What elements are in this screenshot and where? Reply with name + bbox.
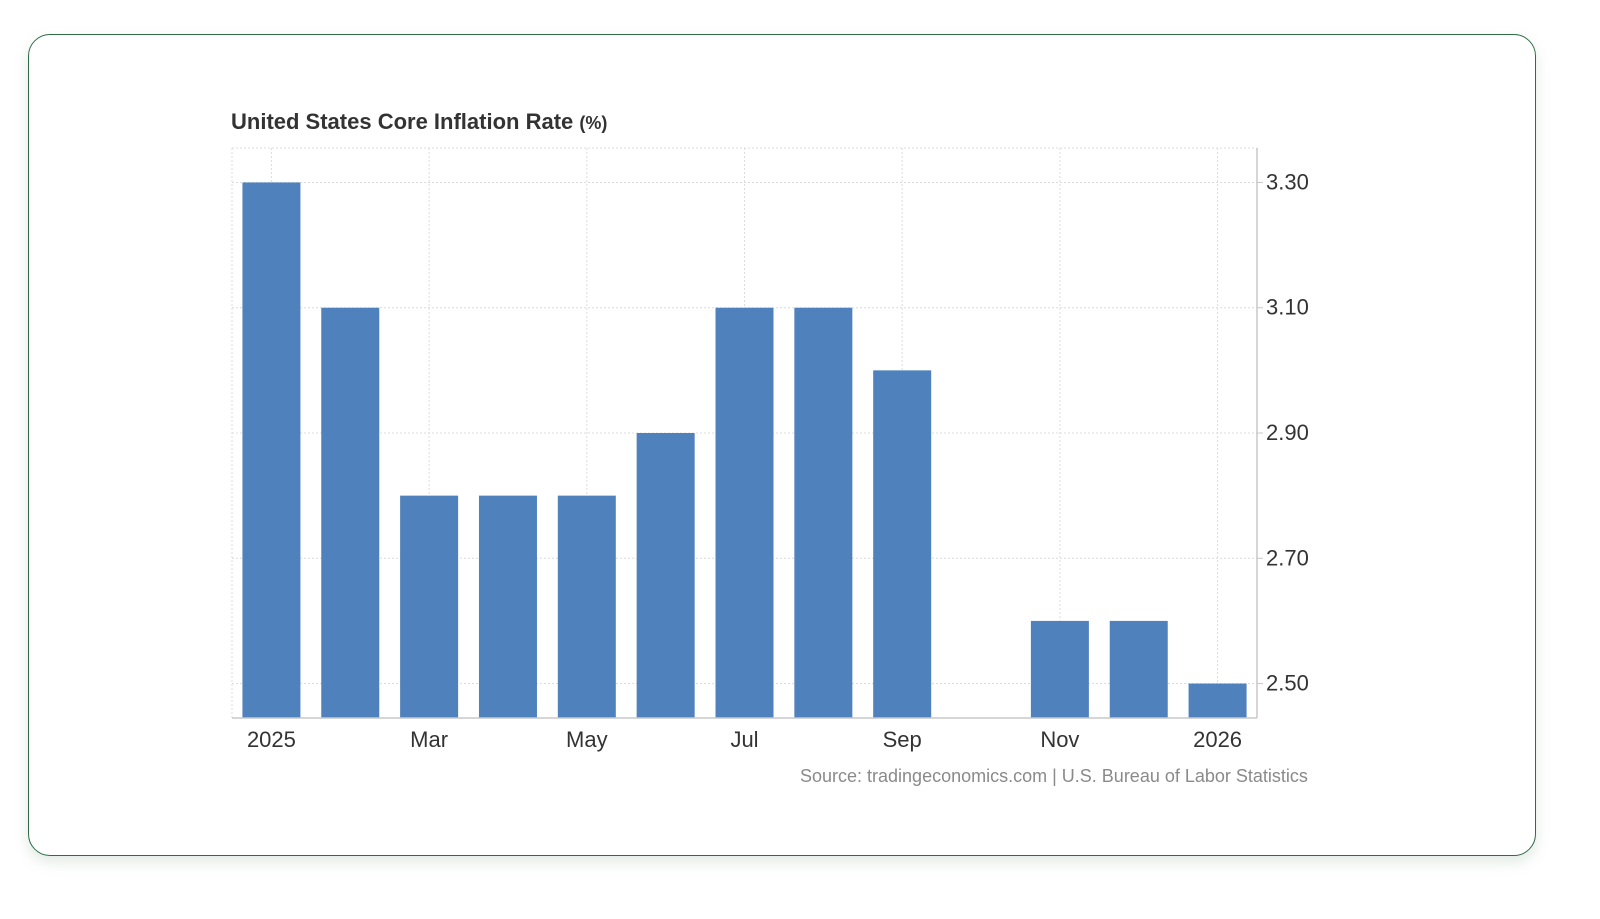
- y-tick-label: 2.50: [1266, 671, 1309, 696]
- y-tick-label: 3.30: [1266, 169, 1309, 194]
- bar-2025-11: [1030, 620, 1089, 718]
- bar-2025-01: [242, 182, 301, 718]
- bar-2026-01: [1188, 683, 1247, 718]
- bar-2025-06: [636, 433, 695, 718]
- chart-title-text: United States Core Inflation Rate: [231, 109, 574, 134]
- x-tick-label: Jul: [730, 727, 758, 752]
- bar-2025-02: [321, 307, 380, 718]
- bar-2025-05: [557, 495, 616, 718]
- chart-title-unit: (%): [579, 113, 608, 133]
- x-tick-label: 2025: [247, 727, 296, 752]
- y-tick-label: 2.70: [1266, 545, 1309, 570]
- source-note: Source: tradingeconomics.com | U.S. Bure…: [800, 766, 1308, 786]
- bar-2025-04: [478, 495, 537, 718]
- bar-2025-03: [400, 495, 459, 718]
- y-tick-label: 3.10: [1266, 295, 1309, 320]
- bar-2025-07: [715, 307, 774, 718]
- x-tick-label: Nov: [1040, 727, 1079, 752]
- axes: [232, 148, 1263, 719]
- bars: [242, 182, 1247, 718]
- bar-2025-09: [873, 370, 932, 718]
- bar-2025-12: [1109, 620, 1168, 718]
- x-tick-label: 2026: [1193, 727, 1242, 752]
- y-tick-label: 2.90: [1266, 420, 1309, 445]
- x-tick-label: May: [566, 727, 608, 752]
- x-tick-label: Mar: [410, 727, 448, 752]
- x-tick-label: Sep: [883, 727, 922, 752]
- chart-title: United States Core Inflation Rate (%): [231, 109, 607, 135]
- tick-labels: 3.30 3.10 2.90 2.70 2.50 2025 Mar May Jul Sep Nov 2…: [247, 169, 1309, 752]
- bar-2025-08: [794, 307, 853, 718]
